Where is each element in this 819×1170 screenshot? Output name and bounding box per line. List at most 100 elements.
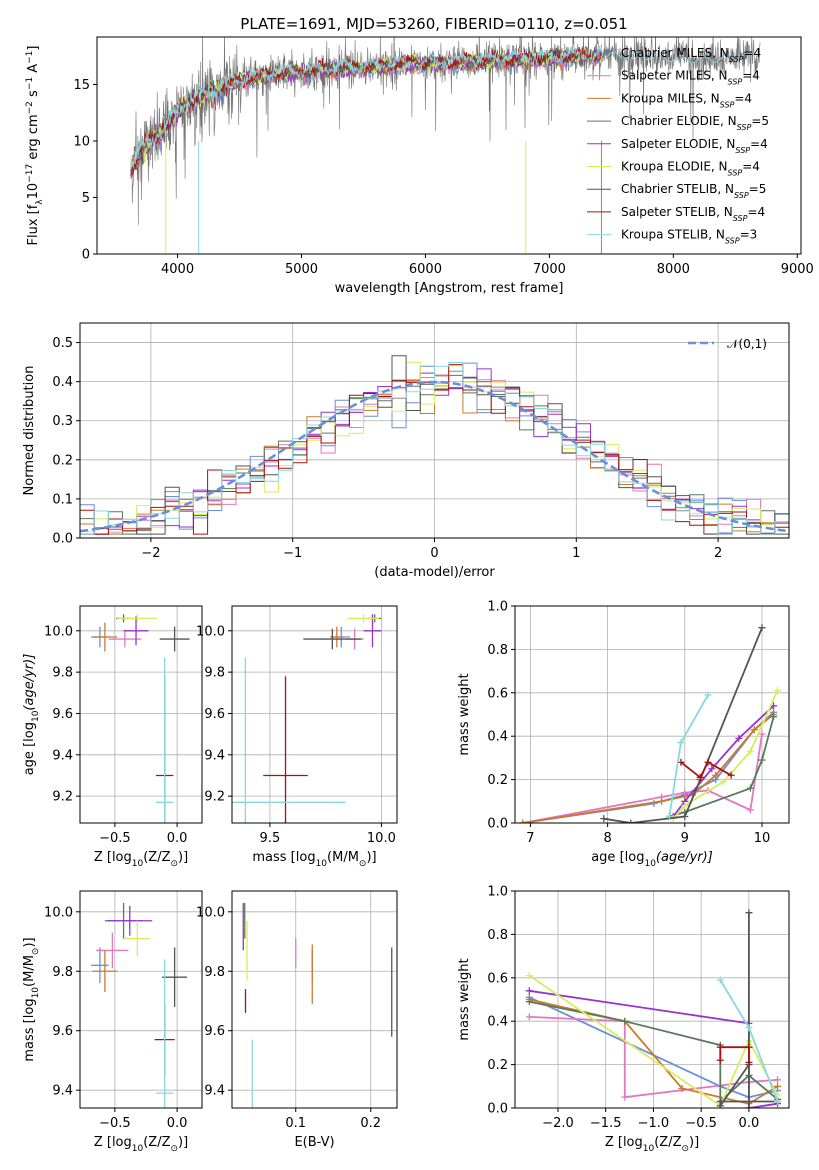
y-axis-label: age [log10(age/yr)] — [22, 654, 41, 776]
y-tick-label: 9.6 — [204, 1024, 225, 1039]
errorbars — [91, 614, 190, 823]
errorbar-point — [303, 628, 362, 650]
weight-line-kroupa-miles — [522, 713, 775, 823]
y-axis-label: mass [log10(M/M⊙)] — [22, 937, 41, 1061]
weight-line-chabrier-stelib — [719, 912, 778, 1108]
x-tick-label: 0.0 — [167, 1116, 188, 1131]
weight-marker — [525, 998, 533, 1006]
x-tick-label: 2 — [714, 546, 722, 561]
chart-mass-weight-vs-Z: −2.0 −1.5 −1.0 −0.5 0.0 0.0 0.2 0.4 0.6 0.8 1.0 Z [… — [457, 885, 790, 1154]
x-tick-label: −1.5 — [590, 1116, 622, 1131]
y-tick-label: 0.2 — [487, 1058, 508, 1073]
errorbar-point — [162, 947, 188, 1007]
weight-marker — [678, 1084, 686, 1092]
chart-age-vs-mass: 9.5 10.0 9.2 9.4 9.6 9.8 10.0 mass [log10(M/M⊙)… — [196, 605, 398, 869]
y-tick-label: 9.4 — [52, 1084, 73, 1099]
y-tick-label: 0 — [82, 248, 90, 263]
x-axis-label: Z [log10(Z/Z⊙)] — [94, 1135, 188, 1154]
y-tick-label: 9.4 — [204, 1084, 225, 1099]
model-spectrum-kroupa-stelib — [130, 45, 602, 170]
weight-marker — [704, 691, 712, 699]
x-axis-label: Z [log10(Z/Z⊙)] — [605, 1135, 699, 1154]
observed-spectrum-line — [130, 37, 761, 225]
y-tick-label: 9.8 — [204, 666, 225, 681]
y-axis-label: Flux [fλ10−17 erg cm−2 s−1 A−1] — [25, 46, 45, 246]
weight-marker — [773, 687, 781, 695]
y-tick-label: 15 — [73, 78, 90, 93]
y-tick-label: 10.0 — [196, 905, 225, 920]
y-tick-label: 0.4 — [487, 730, 508, 745]
weight-marker — [745, 1024, 753, 1032]
errorbar-point — [124, 920, 150, 957]
x-axis-label: (data-model)/error — [374, 565, 495, 580]
x-tick-label: 0.0 — [167, 831, 188, 846]
axes-frame — [514, 605, 790, 824]
x-axis-label: age [log10(age/yr)] — [591, 850, 713, 869]
axes-frame — [514, 890, 790, 1109]
y-axis-label: Normed distribution — [22, 366, 37, 496]
weight-marker — [621, 1093, 629, 1101]
y-tick-label: 1.0 — [487, 885, 508, 900]
weight-marker — [746, 806, 754, 814]
weight-marker — [600, 815, 608, 823]
legend-label: Chabrier STELIB, NSSP=5 — [621, 182, 766, 200]
errorbar-point — [363, 614, 382, 648]
x-tick-label: 7000 — [533, 262, 566, 277]
y-tick-label: 0.6 — [487, 686, 508, 701]
x-tick-label: −0.5 — [99, 831, 131, 846]
y-tick-label: 0.8 — [487, 643, 508, 658]
histogram-kroupa-stelib — [80, 362, 789, 535]
histograms — [80, 355, 789, 535]
weight-marker — [746, 784, 754, 792]
y-tick-label: 0.1 — [52, 492, 73, 507]
weight-marker — [627, 819, 635, 823]
errorbar-point — [155, 959, 174, 1108]
errorbars — [232, 614, 382, 823]
weight-marker — [735, 734, 743, 742]
y-tick-label: 10.0 — [196, 624, 225, 639]
weight-marker — [746, 747, 754, 755]
legend-label: 𝒩(0,1) — [727, 337, 767, 351]
legend-label: Kroupa STELIB, NSSP=3 — [621, 228, 757, 246]
weight-marker — [525, 987, 533, 995]
chart-mass-vs-Z: −0.5 0.0 9.4 9.6 9.8 10.0 Z [log10(Z/Z⊙)] mass … — [22, 890, 203, 1154]
weight-marker — [716, 1043, 724, 1051]
x-tick-label: 0.2 — [360, 1116, 381, 1131]
weight-marker — [677, 739, 685, 747]
histogram-kroupa-elodie — [80, 361, 789, 533]
x-axis-label: E(B-V) — [294, 1135, 334, 1150]
weight-marker — [774, 1082, 782, 1090]
weight-marker — [621, 1017, 629, 1025]
x-tick-label: 8 — [603, 831, 611, 846]
weight-marker — [770, 713, 778, 721]
x-tick-label: 10.0 — [367, 831, 396, 846]
weight-marker — [716, 1097, 724, 1105]
x-tick-label: 9.5 — [260, 831, 281, 846]
y-tick-label: 10.0 — [44, 905, 73, 920]
y-tick-label: 0.2 — [52, 453, 73, 468]
weight-lines — [519, 624, 781, 823]
y-tick-label: 5 — [82, 191, 90, 206]
y-tick-label: 9.6 — [52, 707, 73, 722]
weight-marker — [712, 771, 720, 779]
errorbar-point — [92, 950, 118, 993]
x-axis-label: wavelength [Angstrom, rest frame] — [335, 281, 564, 296]
axes-frame — [231, 890, 398, 1109]
x-tick-label: −0.5 — [685, 1116, 717, 1131]
y-tick-label: 0.5 — [52, 336, 73, 351]
errorbar-point — [232, 657, 346, 823]
errorbars — [242, 902, 393, 1108]
axes-frame — [231, 605, 398, 824]
chart-spectrum: PLATE=1691, MJD=53260, FIBERID=0110, z=0… — [25, 15, 814, 296]
y-tick-label: 0.4 — [487, 1015, 508, 1030]
errorbar-point — [96, 932, 129, 969]
errorbars — [91, 902, 188, 1108]
legend-label: Salpeter MILES, NSSP=4 — [621, 69, 760, 87]
legend-label: Kroupa ELODIE, NSSP=4 — [621, 160, 760, 178]
errorbar-point — [92, 622, 118, 652]
x-tick-label: 0 — [430, 546, 438, 561]
errorbar-point — [155, 657, 174, 823]
errorbar-point — [107, 905, 153, 936]
chart-age-vs-Z: −0.5 0.0 9.2 9.4 9.6 9.8 10.0 Z [log10(Z/Z⊙)] ag… — [22, 605, 203, 869]
